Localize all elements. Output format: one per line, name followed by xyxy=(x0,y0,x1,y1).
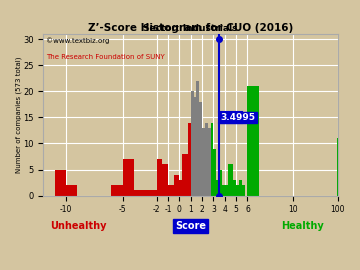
Bar xyxy=(174,175,179,195)
Bar xyxy=(211,123,213,195)
Bar xyxy=(191,92,194,195)
Bar xyxy=(123,159,134,195)
Bar xyxy=(213,149,216,195)
Bar xyxy=(236,185,239,195)
Bar xyxy=(145,190,157,195)
Text: Healthy: Healthy xyxy=(282,221,324,231)
Bar xyxy=(228,164,230,195)
Y-axis label: Number of companies (573 total): Number of companies (573 total) xyxy=(15,57,22,173)
Text: Unhealthy: Unhealthy xyxy=(50,221,107,231)
Bar xyxy=(216,180,219,195)
Bar xyxy=(194,97,197,195)
Text: Score: Score xyxy=(175,221,206,231)
Bar xyxy=(179,180,182,195)
Title: Z’-Score Histogram for CUO (2016): Z’-Score Histogram for CUO (2016) xyxy=(88,23,293,33)
Bar xyxy=(66,185,77,195)
Bar xyxy=(162,164,168,195)
Bar xyxy=(202,128,205,195)
Bar xyxy=(55,170,66,195)
Bar xyxy=(208,128,211,195)
Bar xyxy=(205,123,208,195)
Bar xyxy=(134,190,145,195)
Bar xyxy=(230,164,233,195)
Bar xyxy=(199,102,202,195)
Bar xyxy=(222,185,225,195)
Bar xyxy=(168,185,174,195)
Bar xyxy=(197,81,199,195)
Bar xyxy=(188,123,191,195)
Bar xyxy=(225,185,228,195)
Bar xyxy=(157,159,162,195)
Bar xyxy=(337,138,338,195)
Bar xyxy=(233,180,236,195)
Text: 3.4995: 3.4995 xyxy=(220,113,255,122)
Bar xyxy=(185,154,188,195)
Bar xyxy=(242,185,245,195)
Bar xyxy=(239,180,242,195)
Bar xyxy=(247,86,259,195)
Text: The Research Foundation of SUNY: The Research Foundation of SUNY xyxy=(46,53,165,60)
Bar xyxy=(111,185,123,195)
Bar xyxy=(219,170,222,195)
Text: Sector: Industrials: Sector: Industrials xyxy=(144,23,238,33)
Bar xyxy=(182,154,185,195)
Text: ©www.textbiz.org: ©www.textbiz.org xyxy=(46,38,109,44)
